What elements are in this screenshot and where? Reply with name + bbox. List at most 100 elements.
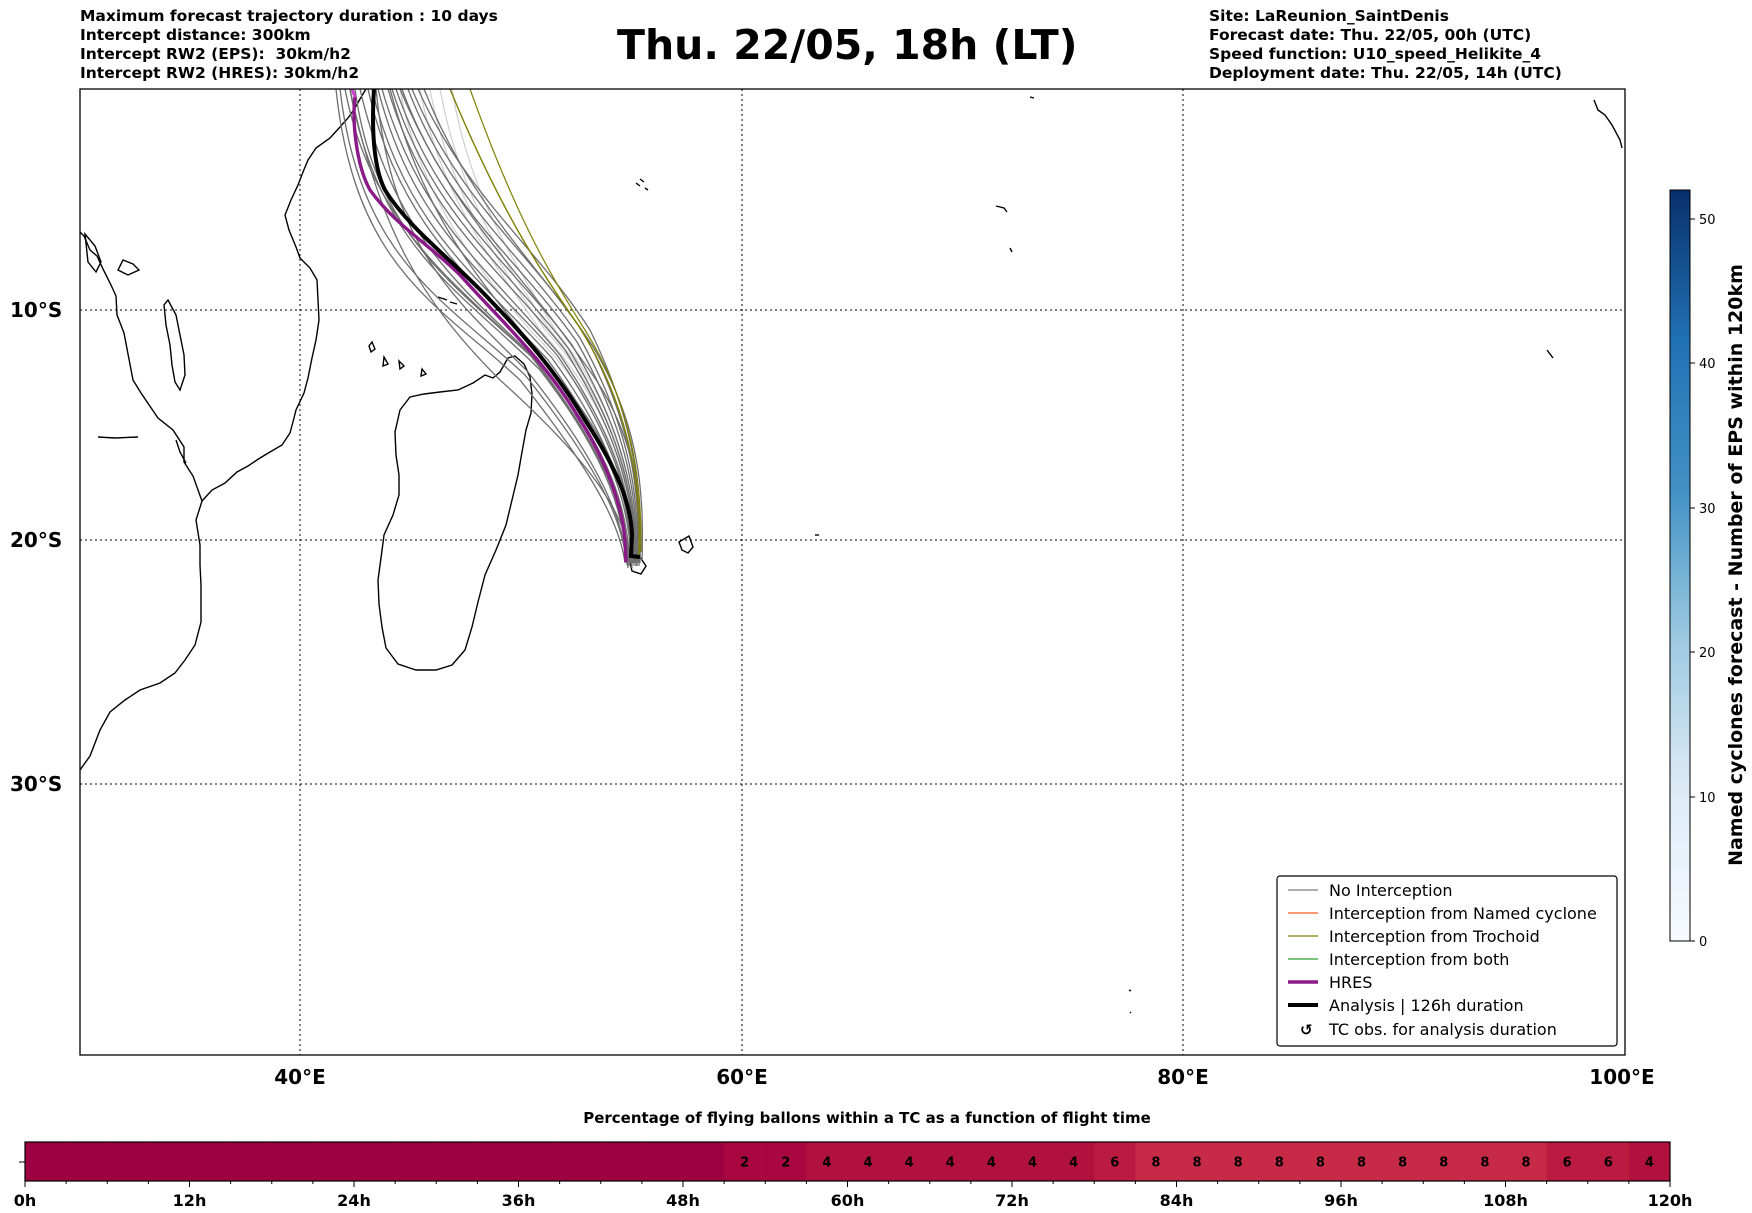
strip-tick-label: 60h [831, 1191, 865, 1210]
strip-cell-value: 4 [1069, 1156, 1078, 1171]
aldabra-islands [437, 296, 458, 305]
colorbar-tick-30: 30 [1699, 502, 1716, 517]
strip-cell [518, 1142, 561, 1181]
strip-cell [1587, 1142, 1630, 1181]
strip-cell-value: 8 [1234, 1156, 1243, 1171]
colorbar-tick-marks [1690, 218, 1695, 942]
legend-label-tc-obs: TC obs. for analysis duration [1328, 1020, 1557, 1039]
strip-tick-label: 96h [1324, 1191, 1358, 1210]
strip-cell [477, 1142, 519, 1181]
strip-tick-label: 0h [14, 1191, 37, 1210]
hres-trajectory-tail [350, 89, 357, 98]
strip-cell [683, 1142, 725, 1181]
max-duration-text: Maximum forecast trajectory duration : 1… [80, 7, 498, 25]
strip-cell [1217, 1142, 1260, 1181]
strip-cell-value: 8 [1275, 1156, 1284, 1171]
strip-cell [312, 1142, 355, 1181]
strip-cell [1176, 1142, 1219, 1181]
strip-cell-value: 4 [864, 1156, 873, 1171]
forecast-date-text: Forecast date: Thu. 22/05, 00h (UTC) [1209, 26, 1532, 44]
lat-label-20s: 20°S [10, 528, 62, 552]
lake-tanganyika [84, 231, 102, 274]
africa-coastline [80, 231, 203, 771]
strip-cell-value: 6 [1563, 1156, 1572, 1171]
colorbar-gradient [1669, 189, 1691, 942]
legend-box [1276, 875, 1618, 1047]
site-text: Site: LaReunion_SaintDenis [1209, 7, 1449, 25]
colorbar-tick-40: 40 [1699, 357, 1716, 372]
strip-cell [189, 1142, 232, 1181]
strip-cell [1628, 1142, 1671, 1181]
strip-cell [436, 1142, 478, 1181]
strip-cell [847, 1142, 890, 1181]
strip-tick-label: 48h [666, 1191, 700, 1210]
colorbar-label: Named cyclones forecast - Number of EPS … [1725, 264, 1747, 866]
strip-cell [1258, 1142, 1301, 1181]
eps-trajectory-trochoid [449, 89, 641, 556]
strip-tick-label: 108h [1483, 1191, 1528, 1210]
strip-cell-value: 8 [1398, 1156, 1407, 1171]
colorbar: 0 10 20 30 40 50 Named cyclones forecast… [1669, 189, 1747, 950]
strip-tick-label: 120h [1648, 1191, 1693, 1210]
amsterdam-island [1128, 989, 1132, 1014]
strip-cell [1299, 1142, 1342, 1181]
strip-cell [25, 1142, 67, 1181]
strip-cell-value: 6 [1604, 1156, 1613, 1171]
strip-cell-value: 8 [1357, 1156, 1366, 1171]
strip-cell-value: 2 [781, 1156, 790, 1171]
lake-malawi [163, 298, 186, 392]
legend: No Interception Interception from Named … [1276, 875, 1618, 1047]
deployment-date-text: Deployment date: Thu. 22/05, 14h (UTC) [1209, 64, 1562, 82]
strip-cell-value: 8 [1480, 1156, 1489, 1171]
header-left-info: Maximum forecast trajectory duration : 1… [80, 7, 498, 83]
intercept-hres-text: Intercept RW2 (HRES): 30km/h2 [80, 64, 360, 82]
colorbar-tick-10: 10 [1699, 791, 1716, 806]
analysis-trajectory [371, 89, 641, 559]
strip-cell [1464, 1142, 1506, 1181]
strip-tick-label: 72h [995, 1191, 1029, 1210]
strip-cell [1135, 1142, 1177, 1181]
strip-tick-labels: 0h 12h 24h 36h 48h 60h 72h 84h 96h 108h … [14, 1191, 1693, 1210]
map-frame [79, 88, 1626, 1056]
strip-cell-value: 8 [1522, 1156, 1531, 1171]
eps-trajectory-trochoid-2 [469, 89, 642, 553]
strip-cell [1341, 1142, 1383, 1181]
strip-cell-value: 4 [822, 1156, 831, 1171]
strip-cell-value: 4 [946, 1156, 955, 1171]
strip-tick-label: 24h [337, 1191, 371, 1210]
chagos-islands [995, 205, 1013, 253]
strip-cell [888, 1142, 931, 1181]
cocos-islands [1546, 349, 1554, 359]
inland-water [97, 436, 187, 464]
legend-label-named-cyclone: Interception from Named cyclone [1329, 904, 1597, 923]
figure-title: Thu. 22/05, 18h (LT) [617, 21, 1078, 69]
lat-label-10s: 10°S [10, 298, 62, 322]
legend-label-both: Interception from both [1329, 950, 1509, 969]
seychelles-islands [635, 178, 649, 191]
strip-cell [107, 1142, 149, 1181]
colorbar-tick-0: 0 [1699, 935, 1707, 950]
strip-cell [970, 1142, 1013, 1181]
lat-label-30s: 30°S [10, 772, 62, 796]
strip-cell [806, 1142, 848, 1181]
strip-cell [230, 1142, 273, 1181]
strip-cell-value: 4 [1028, 1156, 1037, 1171]
strip-cell [1094, 1142, 1136, 1181]
strip-cell-value: 8 [1439, 1156, 1448, 1171]
legend-label-no-interception: No Interception [1329, 881, 1453, 900]
strip-cell [148, 1142, 190, 1181]
strip-tick-label: 12h [173, 1191, 207, 1210]
tc-obs-marker-icon: ↺ [1300, 1021, 1313, 1039]
mauritius-island [678, 534, 694, 554]
strip-cell [559, 1142, 602, 1181]
strip-cell [641, 1142, 684, 1181]
legend-label-trochoid: Interception from Trochoid [1329, 927, 1540, 946]
strip-cell-value: 6 [1110, 1156, 1119, 1171]
lake-victoria [117, 259, 141, 276]
flight-time-strip: Percentage of flying ballons within a TC… [14, 1109, 1693, 1210]
strip-tick-label: 84h [1160, 1191, 1194, 1210]
strip-cell-value: 8 [1193, 1156, 1202, 1171]
speed-function-text: Speed function: U10_speed_Helikite_4 [1209, 45, 1542, 63]
legend-label-hres: HRES [1329, 973, 1372, 992]
comoros [368, 340, 428, 378]
